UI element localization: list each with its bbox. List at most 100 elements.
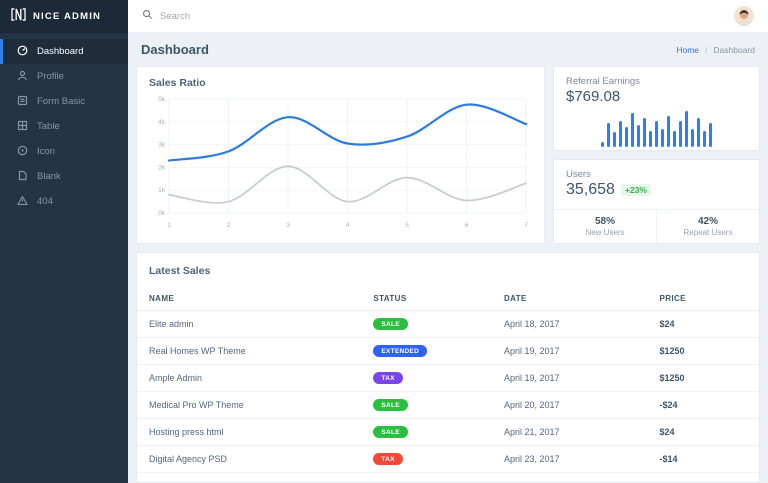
spark-bar <box>709 123 712 147</box>
spark-bar <box>607 123 610 147</box>
sidebar-item-dashboard[interactable]: Dashboard <box>0 39 128 64</box>
users-count: 35,658 <box>566 181 615 198</box>
column-header-status: STATUS <box>373 287 504 311</box>
sale-price: $1250 <box>659 337 759 365</box>
spark-bar <box>619 121 622 147</box>
svg-text:2k: 2k <box>158 164 166 171</box>
spark-bar <box>703 131 706 147</box>
search-bar <box>142 7 734 25</box>
spark-bar <box>679 121 682 147</box>
brand-name: NICE ADMIN <box>33 11 102 22</box>
svg-text:0k: 0k <box>158 210 166 217</box>
status-badge: SALE <box>373 426 408 439</box>
breadcrumb-home-link[interactable]: Home <box>676 44 700 55</box>
spark-bar <box>697 118 700 147</box>
sidebar-item-label: Icon <box>37 146 55 157</box>
column-header-date: DATE <box>503 287 660 311</box>
sidebar-nav: Dashboard Profile Form Basic Table Icon <box>0 33 128 214</box>
sale-name: Ample Admin <box>137 364 374 392</box>
file-icon <box>17 170 28 184</box>
svg-text:1: 1 <box>167 222 171 229</box>
spark-bar <box>613 132 616 147</box>
sidebar-item-label: 404 <box>37 196 53 207</box>
svg-text:5k: 5k <box>158 96 166 103</box>
spark-bar <box>631 113 634 147</box>
warning-icon <box>17 194 28 209</box>
sidebar-item-profile[interactable]: Profile <box>0 64 128 89</box>
sale-price: $24 <box>659 418 759 446</box>
spark-bar <box>643 118 646 147</box>
sale-price: -$24 <box>659 391 759 419</box>
main-content: Sales Ratio 0k 1k 2k 3k 4k 5k 1 2 3 4 5 6 7 Referral… <box>128 66 768 483</box>
icons-icon <box>17 145 28 159</box>
sidebar-item-label: Form Basic <box>37 96 86 107</box>
breadcrumb-current: Dashboard <box>713 44 755 55</box>
breadcrumb-separator: / <box>705 44 708 55</box>
latest-sales-card: Latest Sales NAME STATUS DATE PRICE Elit… <box>136 252 760 483</box>
speedometer-icon <box>17 45 28 59</box>
sale-date: April 19, 2017 <box>503 364 660 392</box>
table-row: Real Homes WP Theme EXTENDED April 19, 2… <box>137 337 759 365</box>
page-header: Dashboard Home / Dashboard <box>128 33 768 66</box>
users-title: Users <box>566 169 591 180</box>
spark-bar <box>601 142 604 147</box>
brand-logo[interactable]: NICE ADMIN <box>0 0 128 33</box>
svg-text:4k: 4k <box>158 119 166 126</box>
sidebar-item-label: Profile <box>37 71 64 82</box>
sale-name: Hosting press html <box>137 418 374 446</box>
table-row: Digital Agency PSD TAX April 23, 2017 -$… <box>137 445 759 473</box>
sale-date: April 20, 2017 <box>503 391 660 419</box>
sale-date: April 23, 2017 <box>503 445 660 473</box>
new-users-label: New Users <box>585 228 625 237</box>
status-badge: EXTENDED <box>373 345 428 358</box>
sale-price: -$14 <box>659 445 759 473</box>
spark-bar <box>673 131 676 147</box>
sidebar: NICE ADMIN Dashboard Profile Form Basic … <box>0 0 128 483</box>
sidebar-item-label: Dashboard <box>37 46 84 57</box>
column-header-price: PRICE <box>659 287 759 311</box>
page-title: Dashboard <box>141 42 209 57</box>
svg-text:4: 4 <box>346 222 350 229</box>
sidebar-item-table[interactable]: Table <box>0 114 128 139</box>
table-row: Ample Admin TAX April 19, 2017 $1250 <box>137 364 759 392</box>
spark-bar <box>691 129 694 147</box>
form-icon <box>17 95 28 109</box>
user-avatar[interactable] <box>734 6 754 26</box>
svg-text:1k: 1k <box>158 187 166 194</box>
svg-text:3: 3 <box>286 222 290 229</box>
sidebar-item-404[interactable]: 404 <box>0 189 128 214</box>
sale-price: $1250 <box>659 364 759 392</box>
table-row: Medical Pro WP Theme SALE April 20, 2017… <box>137 391 759 419</box>
table-row: Elite admin SALE April 18, 2017 $24 <box>137 310 759 338</box>
spark-bar <box>637 125 640 147</box>
latest-sales-table: NAME STATUS DATE PRICE Elite admin SALE … <box>137 287 759 473</box>
topbar <box>128 0 768 33</box>
sales-ratio-chart: 0k 1k 2k 3k 4k 5k 1 2 3 4 5 6 7 <box>149 91 532 238</box>
status-badge: TAX <box>373 453 403 466</box>
sale-date: April 21, 2017 <box>503 418 660 446</box>
referral-earnings-title: Referral Earnings <box>566 76 640 87</box>
sales-ratio-card: Sales Ratio 0k 1k 2k 3k 4k 5k 1 2 3 4 5 6 7 <box>136 66 545 244</box>
status-badge: SALE <box>373 318 408 331</box>
svg-text:3k: 3k <box>158 142 166 149</box>
repeat-users-label: Repeat Users <box>683 228 733 237</box>
breadcrumb: Home / Dashboard <box>676 45 755 55</box>
new-users-value: 58% <box>594 216 615 227</box>
sidebar-item-icon[interactable]: Icon <box>0 139 128 164</box>
search-input[interactable] <box>160 10 360 22</box>
status-badge: TAX <box>373 372 403 385</box>
spark-bar <box>649 131 652 147</box>
column-header-name: NAME <box>137 287 374 311</box>
new-users-stat: 58% New Users <box>554 210 656 243</box>
sidebar-item-form-basic[interactable]: Form Basic <box>0 89 128 114</box>
sale-date: April 19, 2017 <box>503 337 660 365</box>
user-icon <box>17 70 28 84</box>
sale-name: Real Homes WP Theme <box>137 337 374 365</box>
sale-name: Elite admin <box>137 310 374 338</box>
sidebar-item-blank[interactable]: Blank <box>0 164 128 189</box>
users-growth-badge: +23% <box>620 184 651 196</box>
n-brackets-logo-icon <box>11 7 26 26</box>
referral-earnings-card: Referral Earnings $769.08 <box>553 66 760 151</box>
repeat-users-value: 42% <box>697 216 718 227</box>
search-icon <box>142 7 153 25</box>
